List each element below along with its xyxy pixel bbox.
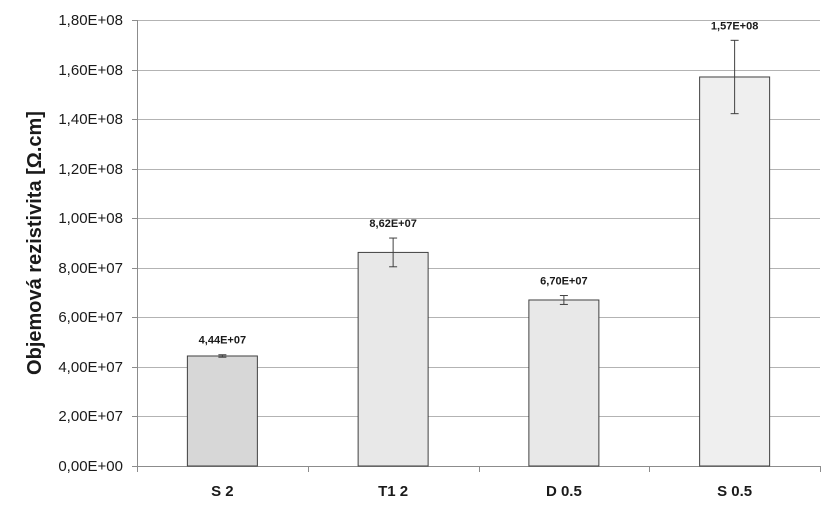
bar — [357, 251, 429, 467]
y-tick-label: 1,40E+08 — [58, 111, 123, 128]
y-tick-label: 1,00E+08 — [58, 210, 123, 227]
bar — [186, 355, 258, 467]
y-tick-labels: 0,00E+00 2,00E+07 4,00E+07 6,00E+07 8,00E+07… — [58, 12, 123, 475]
y-tick-label: 1,80E+08 — [58, 12, 123, 29]
bar — [528, 299, 600, 467]
x-category-label: T1 2 — [378, 483, 408, 500]
error-bars — [218, 39, 739, 358]
bar — [699, 76, 771, 467]
y-tick-label: 8,00E+07 — [58, 260, 123, 277]
x-category-label: S 2 — [211, 483, 234, 500]
y-tick-label: 6,00E+07 — [58, 309, 123, 326]
x-category-label: S 0.5 — [717, 483, 752, 500]
bars — [186, 76, 771, 467]
y-tick-label: 4,00E+07 — [58, 359, 123, 376]
y-tick-label: 1,20E+08 — [58, 161, 123, 178]
data-labels: 4,44E+07 8,62E+07 6,70E+07 1,57E+08 — [199, 20, 759, 346]
y-tick-label: 1,60E+08 — [58, 62, 123, 79]
y-tick-label: 2,00E+07 — [58, 408, 123, 425]
data-label: 4,44E+07 — [199, 335, 246, 347]
data-label: 6,70E+07 — [540, 276, 587, 288]
y-tick-label: 0,00E+00 — [58, 458, 123, 475]
data-label: 1,57E+08 — [711, 20, 758, 32]
y-axis-label: Objemová rezistivita [Ω.cm] — [24, 111, 46, 375]
data-label: 8,62E+07 — [369, 218, 416, 230]
x-category-label: D 0.5 — [546, 483, 582, 500]
x-category-labels: S 2 T1 2 D 0.5 S 0.5 — [211, 483, 752, 500]
